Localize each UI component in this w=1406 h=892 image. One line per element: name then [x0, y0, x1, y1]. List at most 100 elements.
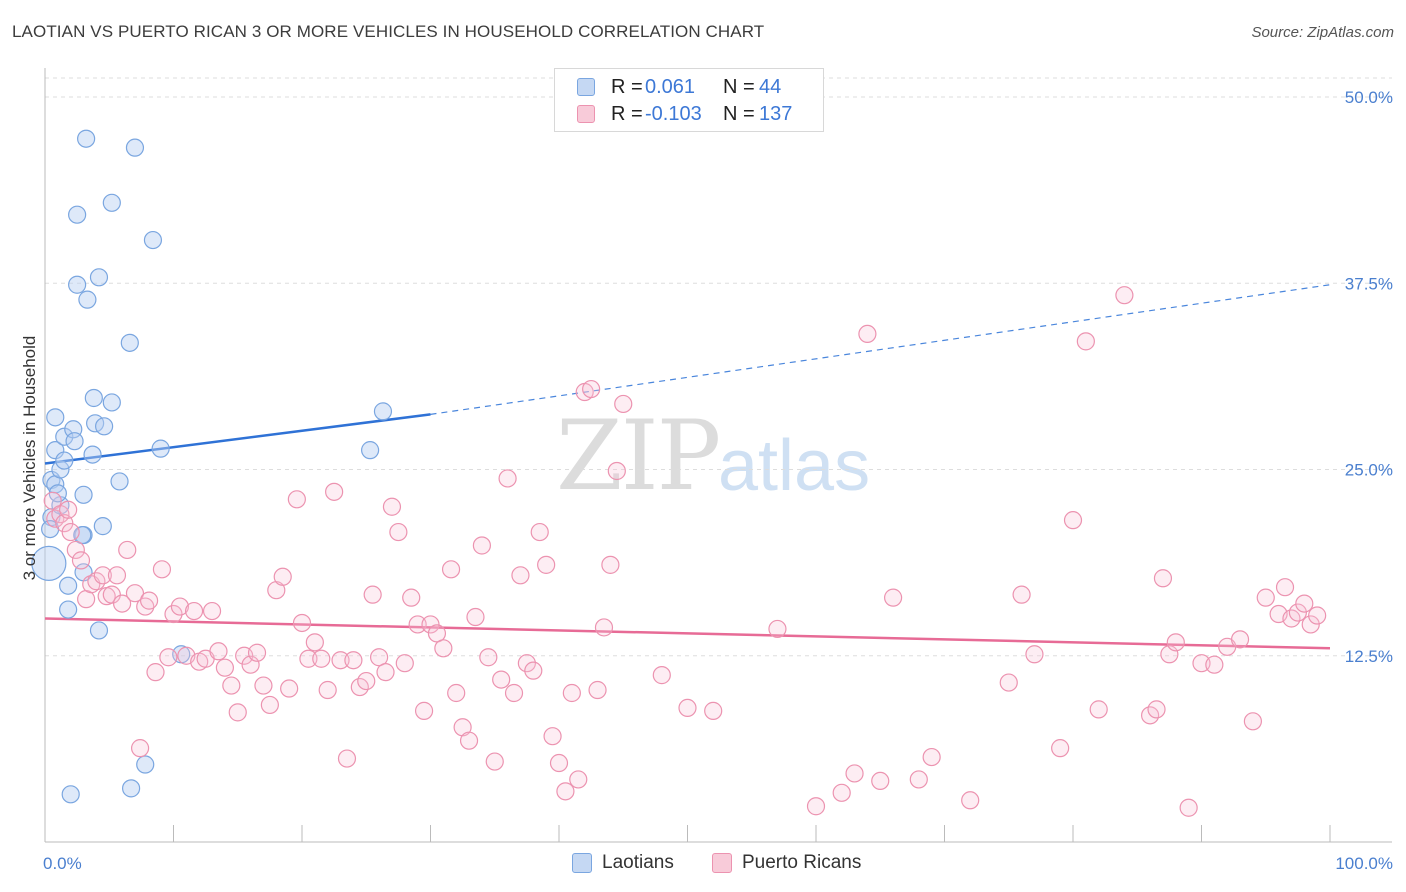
- data-point: [60, 601, 77, 618]
- data-point: [152, 440, 169, 457]
- legend-item-puerto-ricans[interactable]: Puerto Ricans: [712, 852, 861, 874]
- data-point: [1026, 646, 1043, 663]
- data-point: [78, 130, 95, 147]
- laotians-r-value: 0.061: [645, 76, 723, 99]
- data-point: [374, 403, 391, 420]
- data-point: [126, 139, 143, 156]
- data-points: [32, 130, 1326, 816]
- data-point: [147, 664, 164, 681]
- data-point: [1148, 701, 1165, 718]
- data-point: [249, 644, 266, 661]
- data-point: [216, 659, 233, 676]
- data-point: [910, 771, 927, 788]
- data-point: [486, 753, 503, 770]
- data-point: [69, 206, 86, 223]
- laotians-trend-extension: [431, 285, 1331, 415]
- data-point: [60, 501, 77, 518]
- data-point: [79, 291, 96, 308]
- data-point: [525, 662, 542, 679]
- data-point: [563, 685, 580, 702]
- data-point: [493, 671, 510, 688]
- data-point: [210, 643, 227, 660]
- y-tick-label: 12.5%: [1345, 647, 1393, 666]
- puerto-ricans-swatch: [577, 105, 595, 123]
- data-point: [435, 640, 452, 657]
- data-point: [1296, 595, 1313, 612]
- data-point: [1116, 287, 1133, 304]
- data-point: [1244, 713, 1261, 730]
- data-point: [137, 756, 154, 773]
- legend-item-laotians[interactable]: Laotians: [572, 852, 674, 874]
- data-point: [261, 696, 278, 713]
- laotians-swatch: [577, 78, 595, 96]
- axes: [45, 68, 1392, 842]
- data-point: [1309, 607, 1326, 624]
- data-point: [551, 755, 568, 772]
- data-point: [583, 381, 600, 398]
- laotians-legend-swatch: [572, 853, 592, 873]
- n-label: N =: [723, 76, 759, 99]
- data-point: [103, 194, 120, 211]
- legend-row-laotians: R = 0.061 N = 44: [577, 74, 781, 100]
- data-point: [962, 792, 979, 809]
- data-point: [1065, 512, 1082, 529]
- data-point: [1000, 674, 1017, 691]
- data-point: [885, 589, 902, 606]
- r-label: R =: [611, 76, 645, 99]
- series-puerto-ricans: [44, 287, 1325, 817]
- data-point: [313, 650, 330, 667]
- data-point: [1077, 333, 1094, 350]
- data-point: [377, 664, 394, 681]
- data-point: [461, 732, 478, 749]
- data-point: [362, 442, 379, 459]
- data-point: [255, 677, 272, 694]
- data-point: [69, 276, 86, 293]
- puerto-ricans-trend-line: [45, 619, 1330, 649]
- data-point: [56, 452, 73, 469]
- data-point: [1180, 799, 1197, 816]
- data-point: [326, 483, 343, 500]
- data-point: [47, 409, 64, 426]
- legend-row-puerto-ricans: R = -0.103 N = 137: [577, 101, 792, 127]
- data-point: [833, 784, 850, 801]
- data-point: [66, 433, 83, 450]
- data-point: [119, 541, 136, 558]
- data-point: [589, 682, 606, 699]
- data-point: [443, 561, 460, 578]
- data-point: [499, 470, 516, 487]
- data-point: [153, 561, 170, 578]
- data-point: [473, 537, 490, 554]
- data-point: [1257, 589, 1274, 606]
- data-point: [1232, 631, 1249, 648]
- data-point: [653, 667, 670, 684]
- y-tick-label: 37.5%: [1345, 274, 1393, 293]
- data-point: [416, 702, 433, 719]
- data-point: [506, 685, 523, 702]
- data-point: [390, 524, 407, 541]
- r-label: R =: [611, 103, 645, 126]
- data-point: [281, 680, 298, 697]
- puerto-ricans-n-value: 137: [759, 103, 792, 126]
- data-point: [1167, 634, 1184, 651]
- data-point: [123, 780, 140, 797]
- series-legend: Laotians Puerto Ricans: [0, 852, 1406, 878]
- data-point: [808, 798, 825, 815]
- data-point: [480, 649, 497, 666]
- laotians-legend-label: Laotians: [602, 852, 674, 874]
- data-point: [72, 552, 89, 569]
- data-point: [531, 524, 548, 541]
- data-point: [358, 673, 375, 690]
- data-point: [859, 325, 876, 342]
- y-tick-label: 50.0%: [1345, 88, 1393, 107]
- data-point: [467, 609, 484, 626]
- data-point: [679, 699, 696, 716]
- data-point: [383, 498, 400, 515]
- data-point: [923, 749, 940, 766]
- data-point: [306, 634, 323, 651]
- data-point: [846, 765, 863, 782]
- n-label: N =: [723, 103, 759, 126]
- data-point: [345, 652, 362, 669]
- data-point: [274, 568, 291, 585]
- data-point: [608, 462, 625, 479]
- data-point: [204, 603, 221, 620]
